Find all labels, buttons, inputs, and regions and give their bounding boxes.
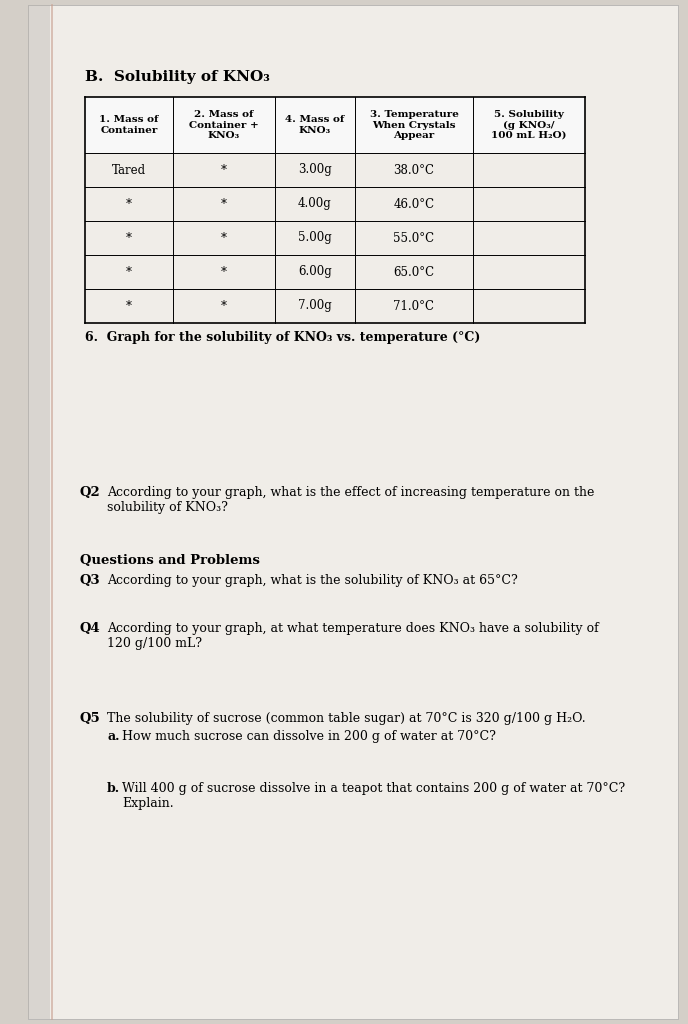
Text: How much sucrose can dissolve in 200 g of water at 70°C?: How much sucrose can dissolve in 200 g o… [122,730,496,743]
Text: Q4: Q4 [80,622,100,635]
FancyBboxPatch shape [85,97,585,153]
Text: 2. Mass of
Container +
KNO₃: 2. Mass of Container + KNO₃ [189,111,259,140]
Text: 46.0°C: 46.0°C [394,198,435,211]
FancyBboxPatch shape [28,5,678,1019]
Text: 4. Mass of
KNO₃: 4. Mass of KNO₃ [286,116,345,135]
Text: a.: a. [107,730,120,743]
Text: 5. Solubility
(g KNO₃/
100 mL H₂O): 5. Solubility (g KNO₃/ 100 mL H₂O) [491,110,567,140]
Text: *: * [221,198,227,211]
Text: Will 400 g of sucrose dissolve in a teapot that contains 200 g of water at 70°C?: Will 400 g of sucrose dissolve in a teap… [122,782,625,810]
Text: *: * [221,164,227,176]
Text: According to your graph, what is the effect of increasing temperature on the
sol: According to your graph, what is the eff… [107,486,594,514]
Text: 71.0°C: 71.0°C [394,299,435,312]
Text: 65.0°C: 65.0°C [394,265,435,279]
Text: *: * [221,299,227,312]
FancyBboxPatch shape [28,5,50,1019]
Text: Q5: Q5 [80,712,100,725]
Text: 3. Temperature
When Crystals
Appear: 3. Temperature When Crystals Appear [369,111,458,140]
Text: *: * [221,231,227,245]
Text: Q2: Q2 [80,486,100,499]
Text: 5.00g: 5.00g [298,231,332,245]
Text: The solubility of sucrose (common table sugar) at 70°C is 320 g/100 g H₂O.: The solubility of sucrose (common table … [107,712,585,725]
Text: 6.00g: 6.00g [298,265,332,279]
Text: 3.00g: 3.00g [298,164,332,176]
Text: According to your graph, at what temperature does KNO₃ have a solubility of
120 : According to your graph, at what tempera… [107,622,599,650]
Text: *: * [126,198,132,211]
Text: 1. Mass of
Container: 1. Mass of Container [99,116,159,135]
Text: Questions and Problems: Questions and Problems [80,554,260,567]
Text: According to your graph, what is the solubility of KNO₃ at 65°C?: According to your graph, what is the sol… [107,574,518,587]
Text: B.  Solubility of KNO₃: B. Solubility of KNO₃ [85,70,270,84]
Text: *: * [126,231,132,245]
Text: 7.00g: 7.00g [298,299,332,312]
Text: Q3: Q3 [80,574,100,587]
Text: *: * [221,265,227,279]
Text: *: * [126,299,132,312]
Text: Tared: Tared [112,164,146,176]
Text: 38.0°C: 38.0°C [394,164,435,176]
Text: 4.00g: 4.00g [298,198,332,211]
Text: 6.  Graph for the solubility of KNO₃ vs. temperature (°C): 6. Graph for the solubility of KNO₃ vs. … [85,331,480,344]
Text: 55.0°C: 55.0°C [394,231,435,245]
Text: *: * [126,265,132,279]
Text: b.: b. [107,782,120,795]
